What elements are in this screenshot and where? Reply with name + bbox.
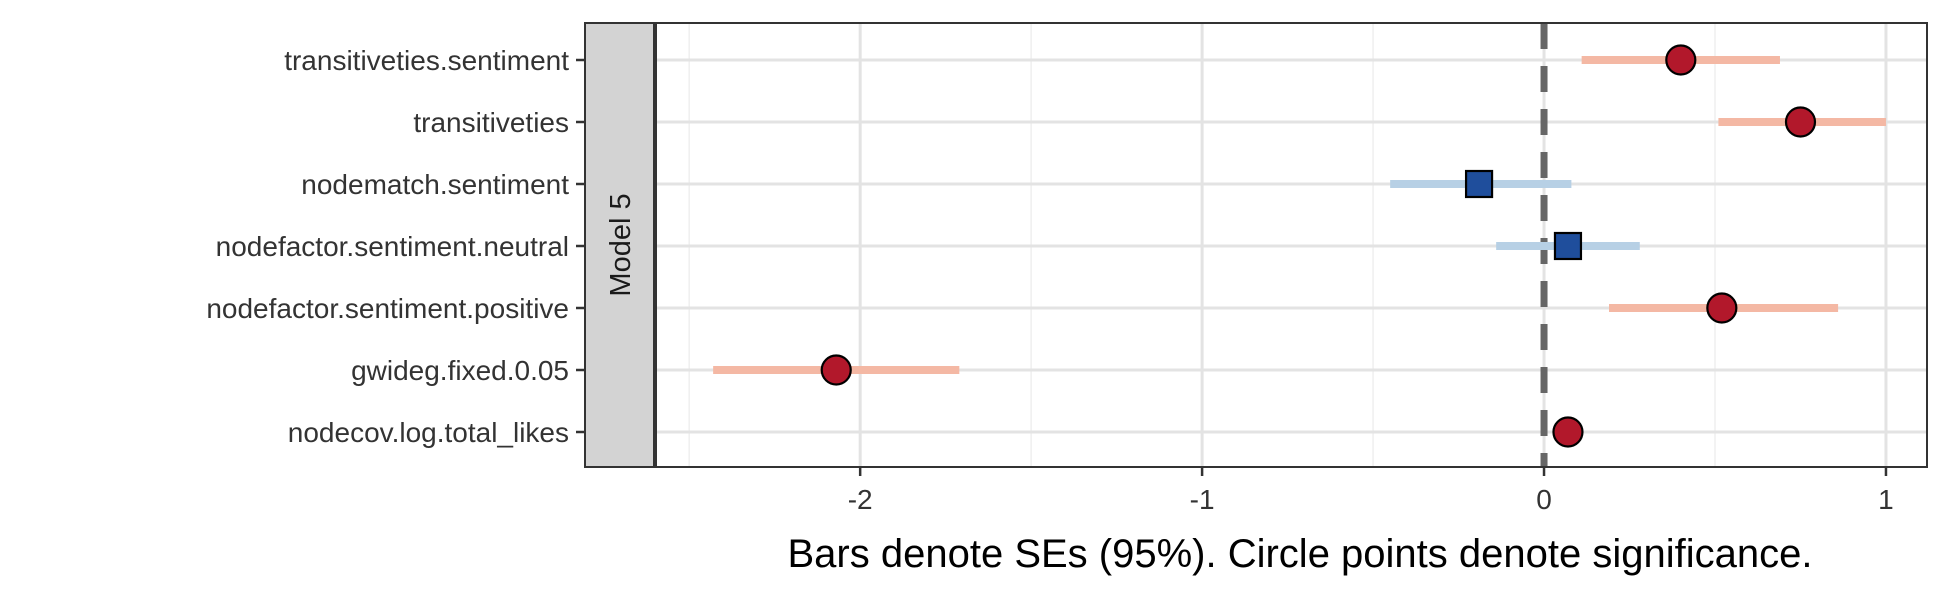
x-tick-label: -2	[848, 484, 873, 515]
x-tick-label: -1	[1190, 484, 1215, 515]
facet-strip-background	[584, 22, 656, 468]
y-tick-label: transitiveties	[413, 107, 569, 138]
y-tick-label: nodecov.log.total_likes	[288, 417, 569, 448]
grid-layer	[655, 23, 1927, 467]
x-tick-label: 1	[1878, 484, 1894, 515]
point-nonsignificant	[1464, 169, 1494, 199]
x-tick-label: 0	[1536, 484, 1552, 515]
y-axis-labels: transitiveties.sentiment transitiveties no…	[206, 45, 585, 448]
x-axis-ticks: -2 -1 0 1	[848, 467, 1894, 515]
point-significant	[1706, 292, 1738, 324]
point-significant	[1784, 106, 1817, 138]
point-significant	[1665, 44, 1697, 76]
x-axis-title: Bars denote SEs (95%). Circle points den…	[788, 532, 1813, 576]
point-significant	[820, 354, 852, 386]
y-tick-label: nodefactor.sentiment.neutral	[216, 231, 569, 262]
facet-strip-label: Model 5	[605, 193, 637, 296]
facet-strip: Model 5	[584, 22, 657, 468]
y-tick-label: gwideg.fixed.0.05	[351, 355, 569, 386]
point-nonsignificant	[1553, 231, 1583, 261]
point-significant	[1552, 416, 1584, 448]
points-layer	[820, 44, 1817, 448]
y-tick-label: transitiveties.sentiment	[284, 45, 569, 76]
y-tick-label: nodefactor.sentiment.positive	[206, 293, 569, 324]
y-tick-label: nodematch.sentiment	[301, 169, 569, 200]
